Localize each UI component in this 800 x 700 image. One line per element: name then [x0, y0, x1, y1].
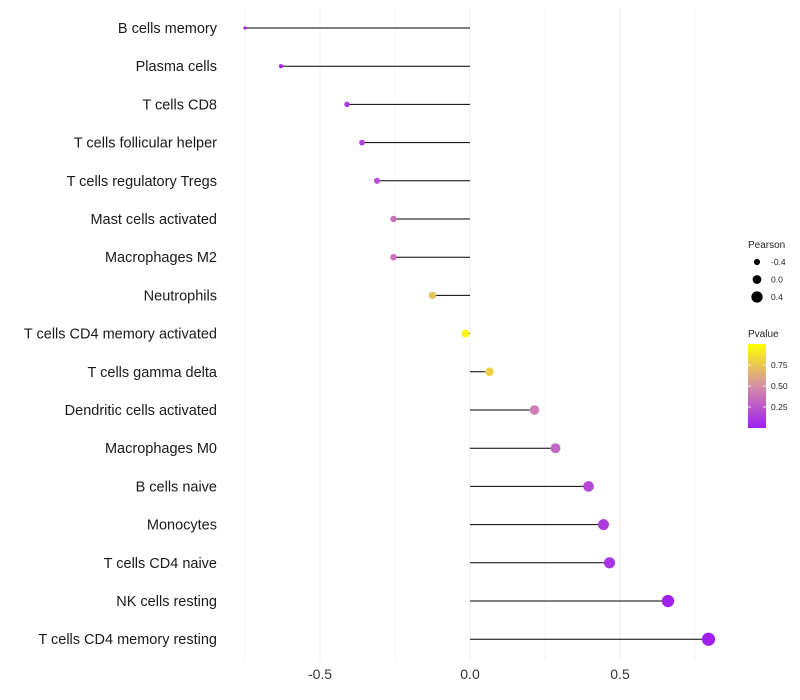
- legend-pvalue-title: Pvalue: [748, 329, 779, 340]
- category-label: B cells naive: [136, 479, 217, 495]
- lollipop-point: [603, 557, 616, 569]
- legend-pearson-title: Pearson: [748, 240, 785, 251]
- lollipop-point: [529, 405, 540, 415]
- pvalue-colorbar: [748, 344, 766, 428]
- x-tick-label: 0.5: [610, 666, 630, 682]
- x-axis-ticks: -0.5 0.0 0.5: [308, 666, 630, 682]
- segment-layer: [245, 27, 709, 640]
- lollipop-point: [583, 481, 594, 492]
- legend-size-key: [751, 291, 763, 303]
- lollipop-point: [661, 594, 675, 608]
- category-label: Dendritic cells activated: [65, 403, 217, 419]
- lollipop-point: [485, 367, 494, 377]
- category-label: T cells gamma delta: [88, 365, 218, 381]
- legend-size-label: 0.0: [771, 275, 783, 285]
- legend-size-label: 0.4: [771, 292, 783, 302]
- lollipop-point: [701, 632, 716, 646]
- category-label: T cells CD4 naive: [104, 556, 217, 572]
- category-label: Monocytes: [147, 518, 217, 534]
- category-label: Macrophages M0: [105, 441, 217, 457]
- x-tick-label: 0.0: [460, 666, 480, 682]
- category-label: Macrophages M2: [105, 250, 217, 266]
- lollipop-point: [278, 64, 284, 69]
- category-label: NK cells resting: [116, 594, 217, 610]
- legend-size-key: [752, 275, 762, 284]
- legend-pearson: Pearson -0.4 0.0 0.4: [748, 240, 786, 303]
- category-label: T cells follicular helper: [74, 136, 217, 152]
- category-label: T cells CD4 memory resting: [38, 632, 217, 648]
- legend-size-label: -0.4: [771, 257, 786, 267]
- category-label: B cells memory: [118, 21, 218, 37]
- lollipop-point: [550, 443, 561, 454]
- lollipop-point: [461, 329, 470, 338]
- category-label: Plasma cells: [136, 59, 217, 75]
- legend-pvalue: Pvalue 0.75 0.50 0.25: [748, 329, 788, 428]
- point-layer: [243, 26, 716, 646]
- colorbar-tick-label: 0.75: [771, 360, 788, 370]
- category-label: Mast cells activated: [90, 212, 217, 228]
- lollipop-point: [390, 215, 397, 223]
- category-label: T cells CD4 memory activated: [24, 327, 217, 343]
- lollipop-point: [359, 139, 365, 146]
- lollipop-point: [428, 291, 437, 300]
- lollipop-point: [598, 519, 609, 531]
- x-tick-label: -0.5: [308, 666, 332, 682]
- category-label: T cells regulatory Tregs: [67, 174, 217, 190]
- colorbar-tick-label: 0.25: [771, 402, 788, 412]
- category-label: Neutrophils: [144, 288, 217, 304]
- lollipop-point: [390, 253, 397, 261]
- lollipop-point: [373, 177, 381, 184]
- lollipop-point: [344, 101, 350, 108]
- legend-size-key: [753, 258, 761, 266]
- category-label: T cells CD8: [142, 97, 217, 113]
- colorbar-tick-label: 0.50: [771, 381, 788, 391]
- category-labels: B cells memory Plasma cells T cells CD8 T c…: [24, 21, 218, 648]
- lollipop-point: [243, 26, 247, 30]
